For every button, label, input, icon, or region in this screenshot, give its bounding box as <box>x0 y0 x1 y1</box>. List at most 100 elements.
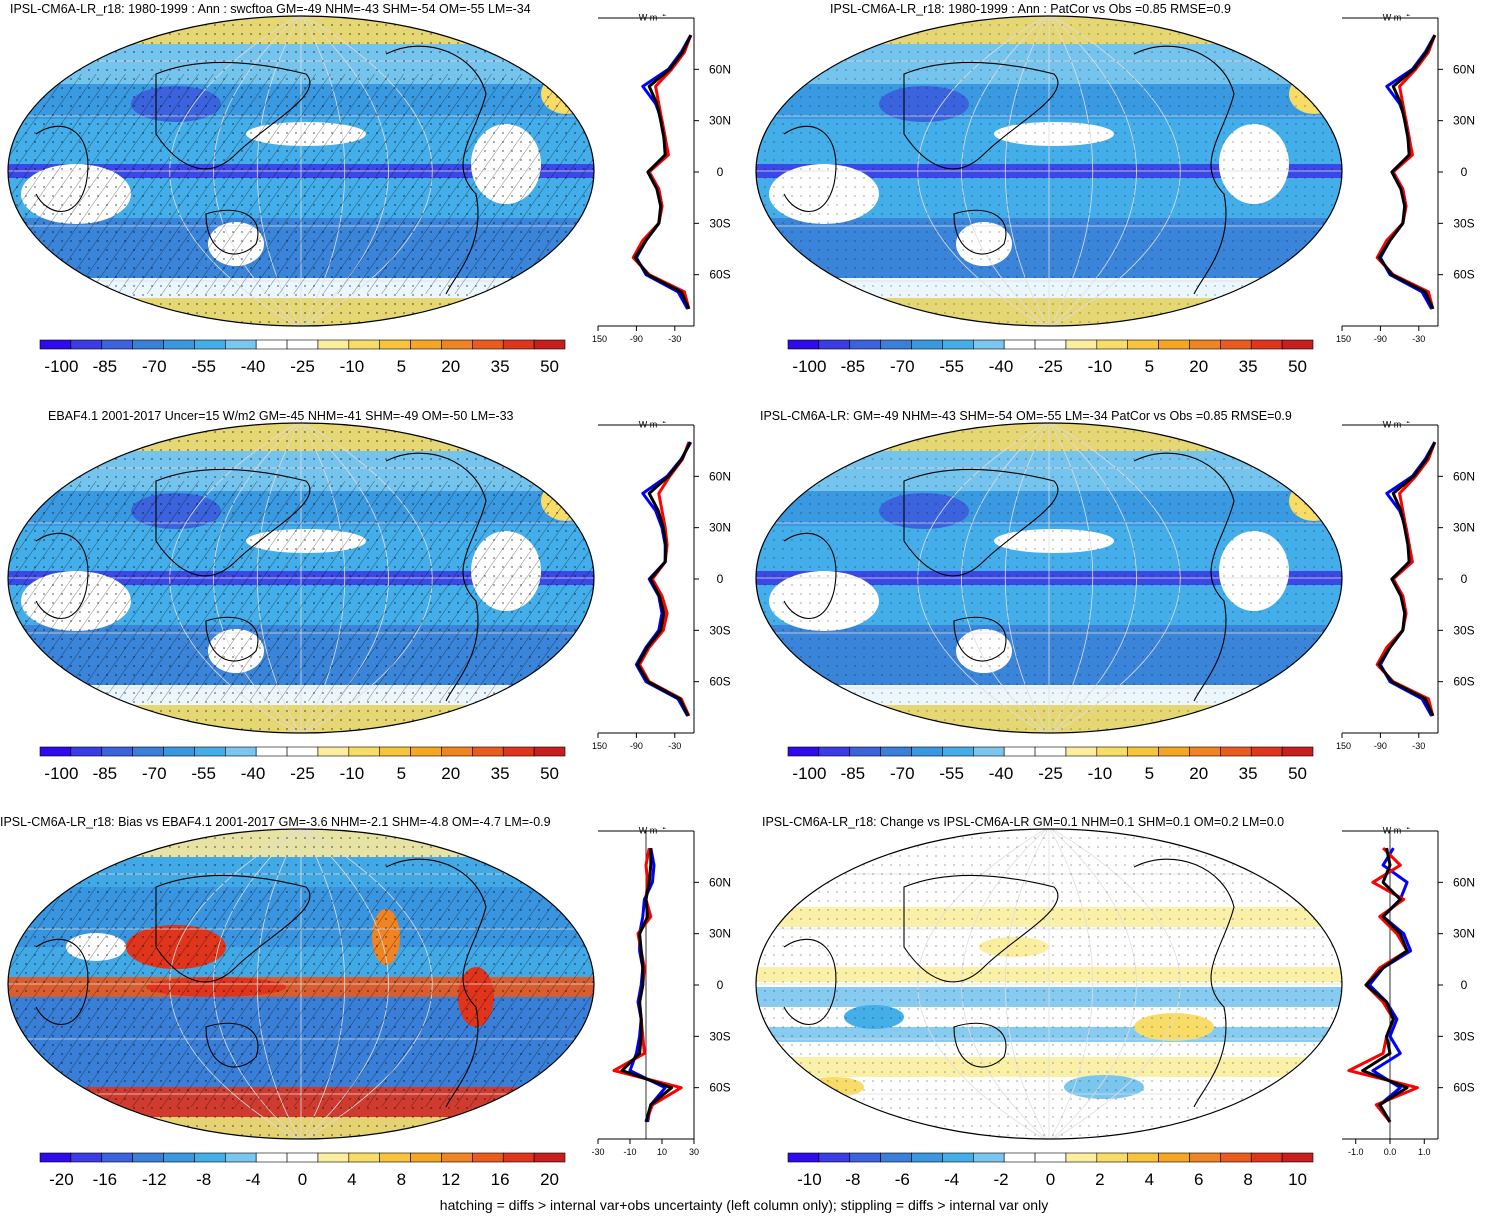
colorbar-label: 5 <box>1145 764 1154 783</box>
colorbar-label: 4 <box>347 1170 356 1189</box>
x-tick-label: -150 <box>1336 741 1351 751</box>
zonal-unit: W m <box>1383 827 1402 835</box>
panel-2: IPSL-CM6A-LR_r18: 1980-1999 : Ann : PatC… <box>744 0 1488 405</box>
colorbar-swatch <box>1220 746 1252 757</box>
colorbar-swatch <box>317 1152 350 1163</box>
colorbar-swatch <box>286 1152 319 1163</box>
colorbar-label: -55 <box>939 764 964 783</box>
lat-label: 60S <box>1453 268 1474 282</box>
zonal-unit-sup: -2 <box>1404 421 1410 425</box>
colorbar-swatch <box>1250 746 1283 757</box>
colorbar-swatch <box>1034 746 1067 757</box>
lat-label: 60S <box>709 675 730 689</box>
colorbar-swatch <box>441 746 473 757</box>
colorbar-label: 20 <box>1189 357 1208 376</box>
colorbar-swatch <box>787 1152 820 1163</box>
zonal-mean-plot: W m -2 60N 30N 0 30S 60S -30 -10 10 30 <box>592 827 731 1157</box>
zonal-unit-sup: -2 <box>660 827 666 831</box>
colorbar-swatch <box>911 746 943 757</box>
colorbar-swatch <box>818 1152 851 1163</box>
colorbar-swatch <box>224 339 257 350</box>
colorbar-swatch <box>379 746 411 757</box>
zonal-unit-sup: -2 <box>660 14 666 18</box>
colorbar-label: -4 <box>944 1170 959 1189</box>
lat-label: 0 <box>717 978 724 992</box>
colorbar-swatch <box>1158 746 1190 757</box>
lat-label: 60N <box>1453 62 1475 76</box>
colorbar-swatch <box>1281 339 1314 350</box>
lat-label: 30S <box>1453 623 1474 637</box>
zonal-mean-plot: W m-2 60N 30N 0 30S 60S -150 -90 -30 <box>1336 421 1475 751</box>
colorbar-swatch <box>972 1152 1005 1163</box>
colorbar-swatch <box>194 746 226 757</box>
zonal-unit: W m <box>639 421 658 429</box>
colorbar-swatch <box>818 339 851 350</box>
lat-label: 30N <box>709 114 731 128</box>
zonal-unit-sup: -2 <box>1404 827 1410 831</box>
lat-label: 30S <box>709 623 730 637</box>
colorbar-label: -40 <box>241 357 266 376</box>
colorbar: -100 -85 -70 -55 -40 -25 -10 5 20 35 50 <box>787 746 1314 783</box>
panel-title: EBAF4.1 2001-2017 Uncer=15 W/m2 GM=-45 N… <box>48 409 514 423</box>
colorbar-swatch <box>880 746 912 757</box>
colorbar-swatch <box>472 746 504 757</box>
colorbar-label: 50 <box>1288 764 1307 783</box>
colorbar-swatch <box>70 339 103 350</box>
colorbar-label: 50 <box>1288 357 1307 376</box>
colorbar-label: -40 <box>989 357 1014 376</box>
colorbar-label: -70 <box>142 764 167 783</box>
colorbar-swatch <box>224 746 257 757</box>
colorbar-swatch <box>1250 1152 1283 1163</box>
colorbar-swatch <box>472 1152 504 1163</box>
colorbar-label: 10 <box>1288 1170 1307 1189</box>
zonal-unit: W m <box>639 14 658 22</box>
colorbar-label: -10 <box>797 1170 822 1189</box>
colorbar-label: 20 <box>1189 764 1208 783</box>
world-map <box>755 828 1343 1140</box>
map-border <box>7 422 595 734</box>
lat-label: 60S <box>1453 675 1474 689</box>
colorbar-swatch <box>849 746 881 757</box>
zonal-obs-line <box>1367 847 1413 1123</box>
colorbar-swatch <box>39 339 72 350</box>
colorbar-swatch <box>410 339 442 350</box>
world-map <box>755 15 1343 327</box>
colorbar-swatch <box>942 339 974 350</box>
x-tick-label: 10 <box>657 1147 667 1157</box>
colorbar-label: -85 <box>93 764 118 783</box>
x-tick-label: -30 <box>668 334 681 344</box>
colorbar-swatch <box>1220 1152 1252 1163</box>
colorbar-swatch <box>1189 339 1221 350</box>
colorbar-label: 0 <box>1046 1170 1055 1189</box>
zonal-unit-sup: -2 <box>660 421 666 425</box>
colorbar-label: 12 <box>441 1170 460 1189</box>
colorbar-swatch <box>379 339 411 350</box>
colorbar-swatch <box>1281 1152 1314 1163</box>
zonal-mean-plot: W m-2 60N 30N 0 30S 60S -150 -90 -30 <box>592 14 731 344</box>
x-tick-label: 0.0 <box>1384 1147 1397 1157</box>
colorbar-swatch <box>163 339 195 350</box>
colorbar-swatch <box>101 746 133 757</box>
colorbar-swatch <box>39 1152 72 1163</box>
map-border <box>755 15 1343 327</box>
x-tick-label: -90 <box>630 741 643 751</box>
world-map <box>755 422 1343 734</box>
colorbar-label: -6 <box>895 1170 910 1189</box>
stippling <box>8 423 594 733</box>
colorbar-label: -55 <box>191 764 216 783</box>
colorbar-label: -70 <box>142 357 167 376</box>
colorbar-label: -55 <box>939 357 964 376</box>
colorbar-swatch <box>132 1152 164 1163</box>
colorbar-label: -85 <box>841 764 866 783</box>
colorbar-swatch <box>1158 1152 1190 1163</box>
lat-label: 30S <box>1453 216 1474 230</box>
zonal-mean-line <box>1377 441 1437 717</box>
map-border <box>755 828 1343 1140</box>
colorbar-swatch <box>472 339 504 350</box>
x-tick-label: 30 <box>689 1147 699 1157</box>
colorbar-swatch <box>163 746 195 757</box>
x-tick-label: -30 <box>1412 741 1425 751</box>
colorbar-label: 4 <box>1145 1170 1154 1189</box>
x-tick-label: -150 <box>1336 334 1351 344</box>
colorbar-label: -10 <box>1088 764 1113 783</box>
